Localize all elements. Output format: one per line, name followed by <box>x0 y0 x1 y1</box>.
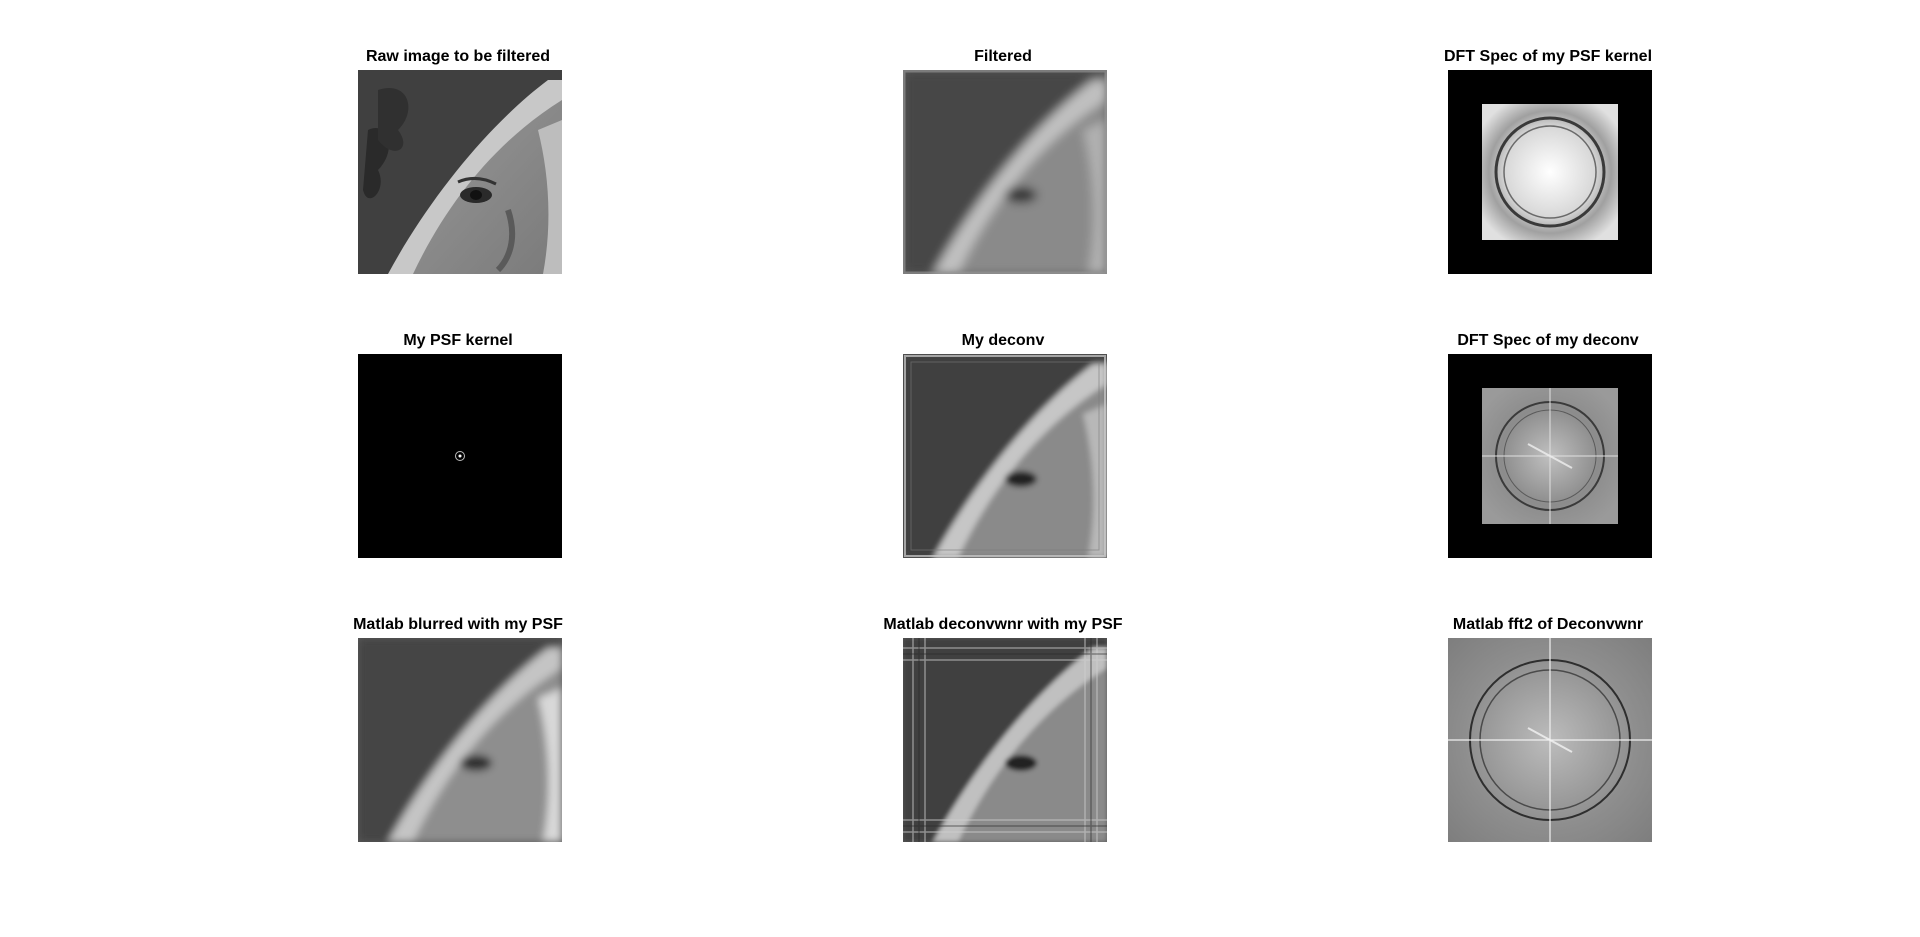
raw-image <box>358 70 562 274</box>
dft-spectrum-deconv-image <box>1448 354 1652 558</box>
psf-kernel-image <box>358 354 562 558</box>
subplot-title: DFT Spec of my PSF kernel <box>1443 48 1653 65</box>
subplot-title: My PSF kernel <box>403 332 513 349</box>
subplot-title: Matlab fft2 of Deconvwnr <box>1452 616 1644 633</box>
matlab-blurred-image <box>358 638 562 842</box>
matlab-deconvwnr-image <box>903 638 1107 842</box>
subplot-title: Matlab blurred with my PSF <box>353 616 563 633</box>
my-deconv-image <box>903 354 1107 558</box>
subplot-title: Raw image to be filtered <box>365 48 551 65</box>
subplot-title: DFT Spec of my deconv <box>1457 332 1639 349</box>
subplot-title: Matlab deconvwnr with my PSF <box>883 616 1123 633</box>
matlab-fft2-image <box>1448 638 1652 842</box>
subplot-title: Filtered <box>974 48 1032 65</box>
subplot-title: My deconv <box>961 332 1045 349</box>
dft-spectrum-psf-image <box>1448 70 1652 274</box>
filtered-image <box>903 70 1107 274</box>
